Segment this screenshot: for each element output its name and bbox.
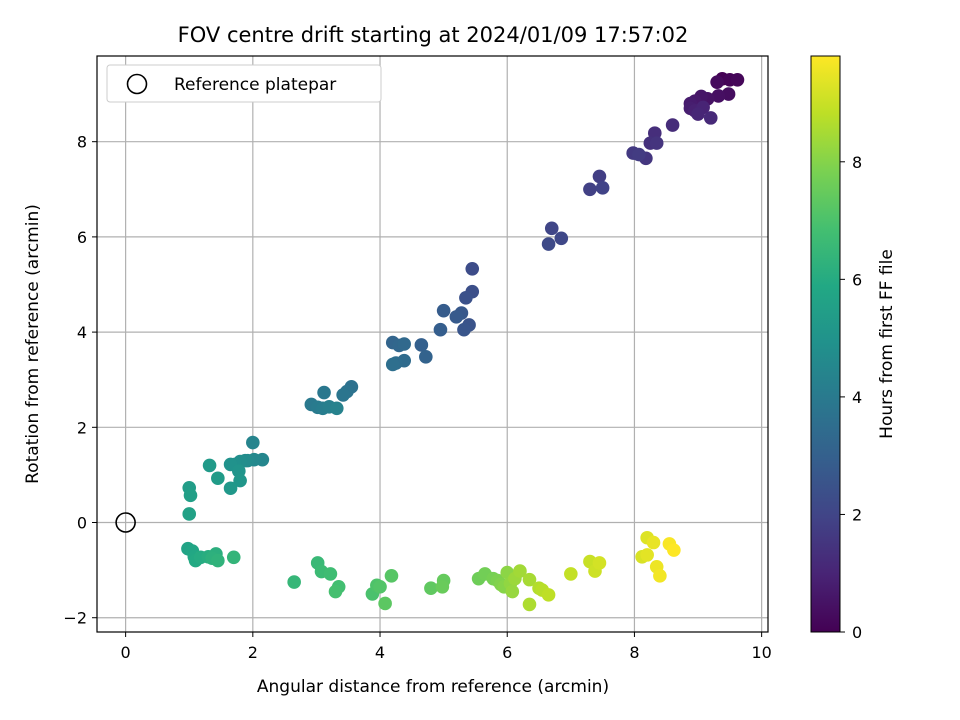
grid [97, 56, 768, 632]
data-point [592, 556, 607, 570]
data-point [457, 322, 471, 337]
data-point [223, 481, 238, 496]
data-point [710, 75, 724, 89]
data-point [703, 111, 718, 125]
y-tick-label: 2 [77, 418, 87, 437]
data-point [592, 169, 607, 184]
colorbar-tick-label: 0 [852, 623, 862, 642]
data-point [522, 597, 537, 612]
chart-title: FOV centre drift starting at 2024/01/09 … [178, 23, 689, 47]
data-point [323, 567, 338, 581]
legend: Reference platepar [106, 64, 382, 103]
data-point [246, 435, 260, 450]
data-point [397, 337, 411, 351]
data-point [183, 488, 198, 503]
y-tick-label: 0 [77, 514, 87, 533]
y-tick-label: 6 [77, 228, 87, 247]
x-axis-ticks: 0 2 4 6 8 10 [121, 632, 772, 662]
legend-label-reference-platepar: Reference platepar [174, 75, 336, 95]
data-point [721, 87, 736, 101]
data-point [436, 303, 451, 318]
reference-platepar-marker [115, 512, 136, 533]
data-point [632, 147, 646, 162]
colorbar-tick-label: 2 [852, 505, 862, 524]
y-axis-label: Rotation from reference (arcmin) [23, 204, 43, 484]
data-point [287, 575, 301, 589]
data-point [730, 73, 745, 87]
data-point [554, 231, 569, 246]
data-point [419, 350, 433, 364]
x-tick-label: 8 [629, 643, 639, 662]
data-point [522, 572, 537, 587]
data-point [211, 553, 225, 568]
data-point [513, 564, 527, 578]
data-point [665, 118, 680, 132]
data-point [653, 569, 667, 583]
data-point [646, 535, 661, 550]
data-point [328, 584, 343, 599]
x-tick-label: 0 [121, 643, 131, 662]
data-point [385, 357, 400, 372]
data-point [433, 322, 448, 337]
data-point [541, 588, 556, 602]
data-point [329, 401, 344, 416]
data-point [544, 221, 559, 236]
data-point [691, 107, 705, 121]
data-point [226, 550, 241, 565]
plot-area-frame [96, 55, 769, 633]
data-point [373, 579, 387, 594]
data-point [182, 507, 197, 521]
data-point [414, 338, 429, 352]
data-point [711, 89, 726, 103]
data-point [202, 458, 217, 473]
colorbar-label: Hours from first FF file [877, 249, 897, 439]
colorbar-tick-label: 8 [852, 153, 862, 172]
colorbar-ticks: 0 2 4 6 8 [840, 153, 862, 642]
colorbar-tick-label: 6 [852, 270, 862, 289]
data-point [465, 261, 480, 276]
data-point [336, 388, 350, 402]
data-point [595, 181, 610, 195]
colorbar-tick-label: 4 [852, 388, 862, 407]
data-point [649, 136, 664, 150]
y-tick-label: 8 [77, 133, 87, 152]
data-point [505, 584, 520, 599]
data-point [384, 569, 399, 583]
data-point [424, 581, 438, 596]
data-point [233, 473, 247, 488]
data-point [211, 471, 225, 486]
colorbar-gradient [810, 55, 841, 633]
data-points [181, 72, 745, 612]
data-point [564, 567, 578, 581]
data-point [449, 310, 464, 324]
data-point [459, 291, 473, 305]
data-point [435, 579, 450, 594]
y-tick-label: 4 [77, 323, 87, 342]
data-point [667, 543, 681, 557]
data-point [378, 596, 392, 611]
legend-box [106, 64, 382, 103]
data-point [541, 237, 556, 251]
y-axis-ticks: −2 0 2 4 6 8 [63, 133, 97, 628]
y-tick-label: −2 [63, 609, 87, 628]
data-point [583, 182, 597, 197]
x-tick-label: 10 [751, 643, 771, 662]
data-point [317, 385, 331, 400]
colorbar: 0 2 4 6 8 Hours from first FF file [810, 55, 897, 642]
data-point [640, 548, 654, 562]
x-tick-label: 4 [375, 643, 385, 662]
legend-marker [126, 73, 148, 95]
x-tick-label: 2 [248, 643, 258, 662]
x-axis-label: Angular distance from reference (arcmin) [257, 677, 609, 697]
x-tick-label: 6 [502, 643, 512, 662]
